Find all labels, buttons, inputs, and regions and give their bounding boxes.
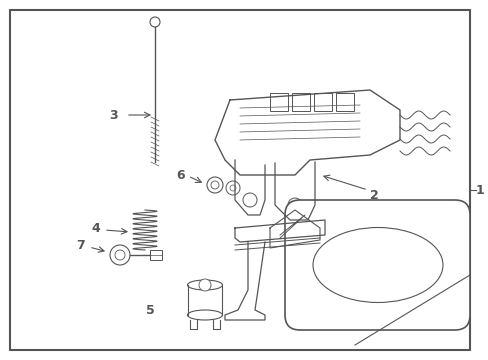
Circle shape: [115, 250, 125, 260]
Ellipse shape: [312, 228, 442, 302]
Circle shape: [150, 17, 160, 27]
Bar: [150, 250, 162, 260]
Circle shape: [287, 198, 302, 212]
Text: 1: 1: [475, 184, 484, 197]
Circle shape: [229, 185, 236, 191]
Bar: [313, 93, 331, 111]
Text: 6: 6: [176, 168, 184, 181]
Bar: [269, 93, 287, 111]
Text: 7: 7: [76, 239, 85, 252]
Circle shape: [206, 177, 223, 193]
Bar: [291, 93, 309, 111]
Circle shape: [225, 181, 240, 195]
Circle shape: [110, 245, 130, 265]
Text: 5: 5: [146, 303, 155, 316]
Ellipse shape: [187, 310, 222, 320]
Circle shape: [243, 193, 257, 207]
Ellipse shape: [187, 280, 222, 290]
Text: 3: 3: [109, 108, 118, 122]
Bar: [335, 93, 353, 111]
Text: 2: 2: [369, 189, 378, 202]
Circle shape: [199, 279, 210, 291]
FancyBboxPatch shape: [285, 200, 469, 330]
Circle shape: [210, 181, 219, 189]
Text: 4: 4: [91, 221, 100, 234]
